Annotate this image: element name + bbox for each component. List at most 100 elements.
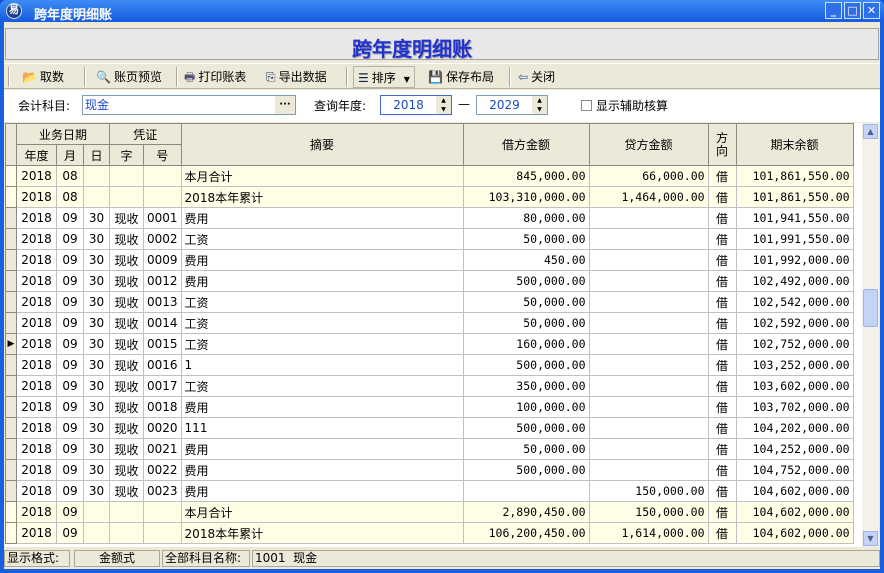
cell-voucher-no[interactable] [143,501,182,523]
cell-credit[interactable] [588,270,709,292]
cell-month[interactable]: 09 [56,438,84,460]
cell-balance[interactable]: 103,702,000.00 [735,396,854,418]
cell-credit[interactable]: 150,000.00 [588,480,709,502]
cell-year[interactable]: 2018 [16,312,57,334]
cell-debit[interactable]: 106,200,450.00 [462,522,590,544]
cell-month[interactable]: 09 [56,291,84,313]
cell-year[interactable]: 2018 [16,186,57,208]
cell-summary[interactable]: 本月合计 [180,501,464,523]
header-month[interactable]: 月 [56,144,84,166]
cell-debit[interactable]: 50,000.00 [462,312,590,334]
cell-credit[interactable]: 150,000.00 [588,501,709,523]
table-row[interactable]: 2018 09 30 现收 0009 费用 450.00 借 101,992,000.00 [5,249,854,271]
cell-year[interactable]: 2018 [16,228,57,250]
table-row[interactable]: 2018 09 30 现收 0012 费用 500,000.00 借 102,492,000.0… [5,270,854,292]
cell-voucher-no[interactable] [143,165,182,187]
header-day[interactable]: 日 [83,144,110,166]
cell-balance[interactable]: 104,202,000.00 [735,417,854,439]
cell-debit[interactable]: 450.00 [462,249,590,271]
table-row[interactable]: 2018 08 本月合计 845,000.00 66,000.00 借 101,861,55… [5,165,854,187]
row-indicator[interactable] [5,480,17,502]
cell-year[interactable]: 2018 [16,291,57,313]
cell-voucher-type[interactable] [109,186,144,208]
cell-voucher-no[interactable]: 0022 [143,459,182,481]
header-debit[interactable]: 借方金额 [462,123,590,166]
year-to-stepper[interactable]: 2029 ▲ ▼ [476,95,548,115]
cell-summary[interactable]: 费用 [180,249,464,271]
row-indicator[interactable] [5,228,17,250]
cell-credit[interactable] [588,291,709,313]
cell-year[interactable]: 2018 [16,354,57,376]
cell-month[interactable]: 09 [56,396,84,418]
cell-day[interactable]: 30 [83,459,110,481]
cell-voucher-type[interactable]: 现收 [109,459,144,481]
cell-day[interactable] [83,522,110,544]
cell-month[interactable]: 09 [56,312,84,334]
cell-month[interactable]: 09 [56,354,84,376]
cell-year[interactable]: 2018 [16,417,57,439]
cell-direction[interactable]: 借 [707,522,737,544]
cell-debit[interactable]: 500,000.00 [462,270,590,292]
cell-debit[interactable]: 845,000.00 [462,165,590,187]
table-row[interactable]: 2018 09 30 现收 0020 111 500,000.00 借 104,202,000.… [5,417,854,439]
cell-direction[interactable]: 借 [707,186,737,208]
cell-direction[interactable]: 借 [707,375,737,397]
cell-voucher-type[interactable] [109,165,144,187]
cell-voucher-type[interactable]: 现收 [109,249,144,271]
cell-voucher-no[interactable]: 0009 [143,249,182,271]
row-indicator[interactable] [5,375,17,397]
browse-button[interactable]: ··· [275,96,295,114]
cell-voucher-no[interactable]: 0002 [143,228,182,250]
table-row[interactable]: 2018 09 30 现收 0002 工资 50,000.00 借 101,991,550.00 [5,228,854,250]
cell-summary[interactable]: 工资 [180,375,464,397]
cell-voucher-type[interactable]: 现收 [109,291,144,313]
scroll-down-button[interactable]: ▼ [863,531,878,546]
table-row[interactable]: 2018 09 30 现收 0016 1 500,000.00 借 103,252,000.00 [5,354,854,376]
cell-summary[interactable]: 费用 [180,438,464,460]
row-indicator[interactable] [5,249,17,271]
cell-month[interactable]: 08 [56,186,84,208]
cell-year[interactable]: 2018 [16,375,57,397]
row-indicator[interactable] [5,291,17,313]
cell-day[interactable] [83,186,110,208]
cell-balance[interactable]: 102,542,000.00 [735,291,854,313]
cell-voucher-type[interactable]: 现收 [109,396,144,418]
cell-debit[interactable]: 100,000.00 [462,396,590,418]
cell-voucher-type[interactable] [109,522,144,544]
header-summary[interactable]: 摘要 [180,123,464,166]
table-row[interactable]: 2018 09 30 现收 0013 工资 50,000.00 借 102,542,000.00 [5,291,854,313]
cell-balance[interactable]: 101,941,550.00 [735,207,854,229]
aux-checkbox[interactable] [581,100,592,111]
cell-credit[interactable] [588,438,709,460]
table-row[interactable]: 2018 09 30 现收 0001 费用 80,000.00 借 101,941,550.00 [5,207,854,229]
cell-credit[interactable] [588,417,709,439]
cell-summary[interactable]: 费用 [180,270,464,292]
cell-voucher-no[interactable]: 0023 [143,480,182,502]
cell-debit[interactable]: 50,000.00 [462,438,590,460]
cell-credit[interactable]: 1,614,000.00 [588,522,709,544]
cell-day[interactable]: 30 [83,249,110,271]
table-row[interactable]: 2018 09 30 现收 0022 费用 500,000.00 借 104,752,000.0… [5,459,854,481]
cell-voucher-no[interactable]: 0020 [143,417,182,439]
cell-debit[interactable]: 500,000.00 [462,459,590,481]
cell-voucher-no[interactable] [143,522,182,544]
row-indicator[interactable] [5,186,17,208]
cell-balance[interactable]: 101,861,550.00 [735,186,854,208]
cell-voucher-type[interactable]: 现收 [109,312,144,334]
cell-day[interactable] [83,501,110,523]
cell-year[interactable]: 2018 [16,501,57,523]
header-year[interactable]: 年度 [16,144,57,166]
header-no[interactable]: 号 [143,144,182,166]
cell-year[interactable]: 2018 [16,165,57,187]
year-from-stepper[interactable]: 2018 ▲ ▼ [380,95,452,115]
cell-credit[interactable] [588,312,709,334]
table-row[interactable]: 2018 09 2018本年累计 106,200,450.00 1,614,000.00… [5,522,854,544]
preview-button[interactable]: 🔍 账页预览 [96,66,162,88]
cell-debit[interactable]: 500,000.00 [462,417,590,439]
row-indicator[interactable] [5,312,17,334]
cell-credit[interactable] [588,228,709,250]
cell-voucher-type[interactable]: 现收 [109,228,144,250]
cell-voucher-type[interactable]: 现收 [109,480,144,502]
row-indicator[interactable] [5,417,17,439]
spin-buttons[interactable]: ▲ ▼ [532,96,547,114]
